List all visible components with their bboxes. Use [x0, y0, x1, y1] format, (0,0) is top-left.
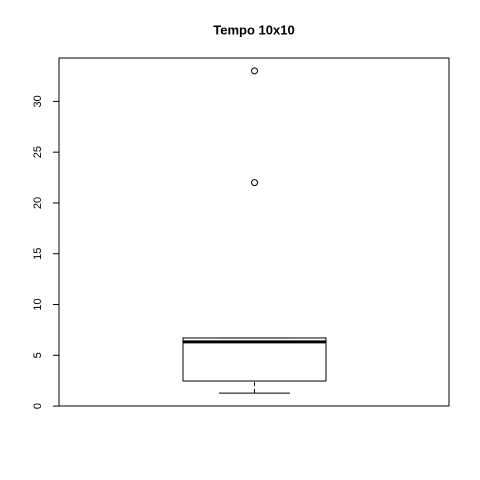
outlier [251, 179, 258, 187]
y-tick-label: 25 [32, 146, 44, 158]
chart-title: Tempo 10x10 [213, 22, 294, 37]
y-tick-label: 0 [32, 403, 44, 409]
y-tick-label: 30 [32, 95, 44, 107]
outlier [251, 67, 258, 75]
y-tick-label: 5 [32, 352, 44, 358]
plot-frame [58, 57, 450, 407]
box [182, 337, 327, 382]
y-tick-label: 15 [32, 248, 44, 260]
y-tick-label: 10 [32, 298, 44, 310]
y-tick-label: 20 [32, 197, 44, 209]
